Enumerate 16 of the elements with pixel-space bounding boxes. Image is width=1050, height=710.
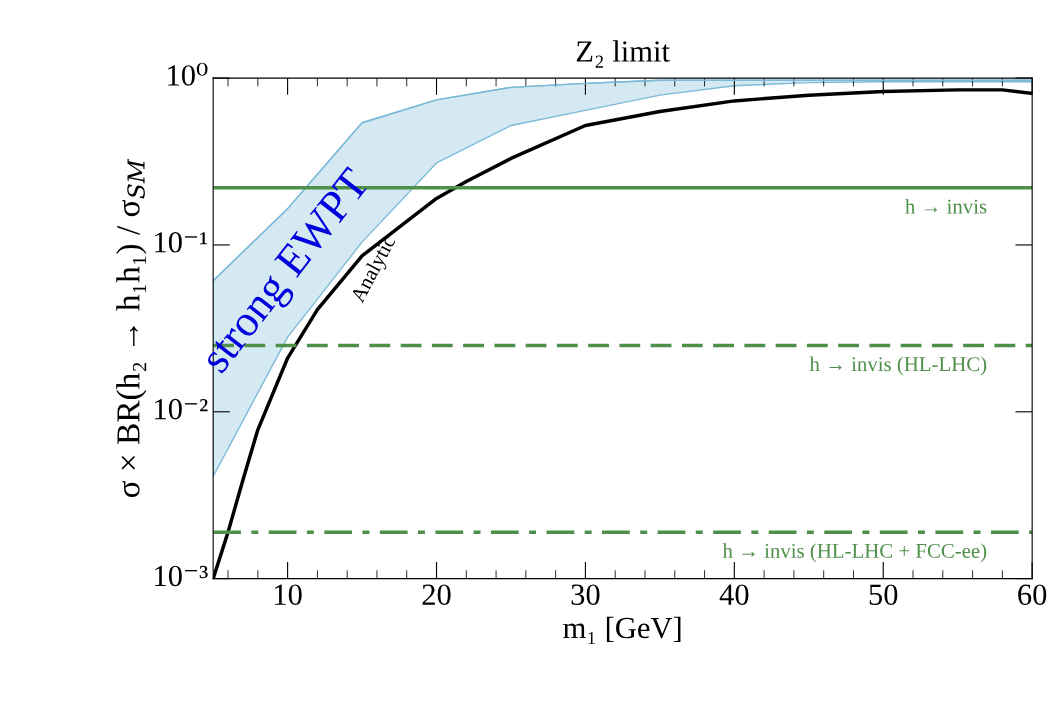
- y-tick-label: 10⁰: [168, 62, 208, 86]
- ref-line-label: h → invis (HL-LHC + FCC-ee): [722, 543, 987, 563]
- chart-title: Z₂ limit: [576, 40, 670, 68]
- x-axis-title: m₁ [GeV]: [563, 616, 681, 645]
- x-tick-label: 10: [275, 584, 302, 606]
- x-tick-label: 50: [869, 584, 898, 606]
- y-axis-title: σ × BR(h₂ → h₁h₁) / σ$_{SM}$: [116, 158, 147, 498]
- ref-line-label: h → invis (HL-LHC): [809, 356, 987, 376]
- x-tick-label: 30: [571, 584, 600, 606]
- ref-line-label: h → invis: [905, 198, 987, 214]
- x-tick-label: 20: [422, 584, 451, 606]
- x-tick-label: 40: [719, 584, 749, 606]
- y-tick-label: 10⁻¹: [155, 231, 208, 253]
- y-tick-label: 10⁻³: [155, 565, 208, 587]
- x-tick-label: 60: [1018, 584, 1047, 606]
- y-tick-label: 10⁻²: [155, 398, 208, 420]
